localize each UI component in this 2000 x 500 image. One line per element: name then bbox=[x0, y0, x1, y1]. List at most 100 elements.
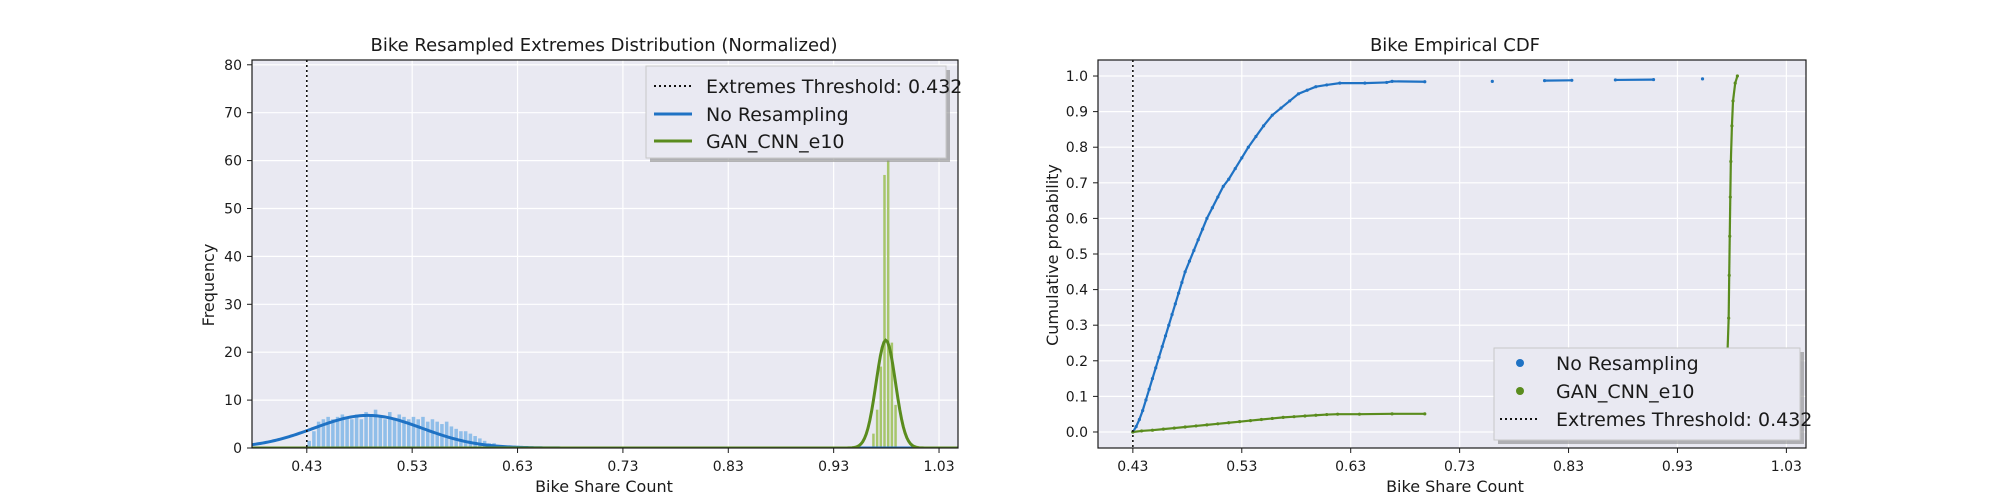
histogram-bar bbox=[872, 433, 875, 448]
y-tick-label: 20 bbox=[224, 345, 242, 361]
ecdf-segment bbox=[1283, 415, 1295, 419]
histogram-bar bbox=[392, 419, 397, 448]
histogram-bar bbox=[321, 419, 326, 448]
legend-box bbox=[1493, 347, 1801, 441]
ecdf-segment bbox=[1289, 92, 1300, 102]
y-tick-label: 0.7 bbox=[1066, 176, 1088, 192]
ecdf-segment bbox=[1205, 207, 1214, 219]
ecdf-segment bbox=[1234, 157, 1243, 170]
ecdf-segment bbox=[1729, 125, 1734, 162]
ecdf-segment bbox=[1315, 413, 1327, 417]
histogram-bar bbox=[468, 433, 473, 448]
histogram-bar bbox=[354, 414, 359, 448]
histogram-bar bbox=[430, 419, 435, 448]
ecdf-segment bbox=[1217, 421, 1229, 425]
histogram-bar bbox=[345, 416, 349, 448]
ecdf-segment bbox=[1188, 250, 1195, 262]
x-tick-label: 0.63 bbox=[1335, 459, 1366, 475]
ecdf-point bbox=[1700, 77, 1705, 81]
histogram-bar bbox=[463, 431, 468, 448]
y-tick-label: 0.2 bbox=[1066, 354, 1088, 370]
histogram-bar bbox=[335, 416, 340, 448]
histogram-bar bbox=[378, 416, 383, 448]
legend-label-gan: GAN_CNN_e10 bbox=[706, 131, 845, 153]
ecdf-segment bbox=[1247, 135, 1257, 148]
ecdf-segment bbox=[1731, 83, 1737, 102]
y-tick-label: 30 bbox=[224, 297, 242, 313]
ecdf-segment bbox=[1148, 378, 1154, 390]
ecdf-segment bbox=[1280, 100, 1291, 109]
histogram-bar bbox=[886, 160, 890, 448]
ecdf-segment bbox=[1141, 399, 1147, 411]
histogram-bar bbox=[425, 421, 430, 448]
y-tick-label: 1.0 bbox=[1066, 69, 1088, 85]
legend-label-threshold: Extremes Threshold: 0.432 bbox=[706, 76, 962, 98]
x-tick-label: 1.03 bbox=[1771, 459, 1802, 475]
legend-label-no-resampling: No Resampling bbox=[706, 104, 849, 126]
ecdf-segment bbox=[1250, 418, 1262, 422]
x-tick-label: 0.43 bbox=[291, 459, 322, 475]
ecdf-segment bbox=[1185, 424, 1197, 429]
plot-contents bbox=[252, 60, 958, 448]
ecdf-segment bbox=[1272, 416, 1284, 420]
ecdf-point bbox=[1490, 79, 1494, 83]
kde-curve bbox=[252, 413, 958, 448]
y-axis-label: Frequency bbox=[199, 244, 218, 327]
ecdf-segment bbox=[1261, 417, 1273, 421]
y-tick-label: 0.9 bbox=[1066, 105, 1088, 121]
ecdf-segment bbox=[1177, 282, 1183, 294]
ecdf-segment bbox=[1240, 146, 1250, 159]
y-tick-label: 70 bbox=[224, 106, 242, 122]
legend: No Resampling GAN_CNN_e10 Extremes Thres… bbox=[1493, 347, 1812, 444]
ecdf-segment bbox=[1216, 185, 1225, 198]
histogram-bar bbox=[421, 416, 425, 448]
y-tick-label: 60 bbox=[224, 154, 242, 170]
ecdf-segment bbox=[1184, 260, 1191, 273]
x-axis-label: Bike Share Count bbox=[1386, 477, 1524, 496]
ecdf-segment bbox=[1180, 271, 1187, 283]
ecdf-segment bbox=[1167, 314, 1174, 326]
ecdf-segment bbox=[1154, 356, 1161, 369]
histogram-bar bbox=[307, 440, 311, 448]
ecdf-segment bbox=[1262, 114, 1274, 127]
histogram-bar bbox=[883, 174, 886, 448]
histogram-bar bbox=[364, 412, 368, 448]
histogram-bar bbox=[383, 419, 387, 448]
histogram-bar bbox=[406, 419, 411, 448]
histogram-bar bbox=[340, 414, 345, 448]
x-tick-label: 0.53 bbox=[1226, 459, 1257, 475]
histogram-bar bbox=[350, 419, 354, 448]
x-tick-label: 0.43 bbox=[1117, 459, 1148, 475]
histogram-bar bbox=[444, 421, 449, 448]
ecdf-segment bbox=[1192, 239, 1200, 251]
y-tick-label: 0.5 bbox=[1066, 247, 1088, 263]
y-tick-label: 0.6 bbox=[1066, 211, 1088, 227]
legend: Extremes Threshold: 0.432 No Resampling … bbox=[645, 65, 962, 162]
histogram-bar bbox=[875, 409, 879, 448]
ecdf-segment bbox=[1315, 83, 1327, 88]
plot-contents bbox=[1131, 60, 1739, 448]
ecdf-segment bbox=[1728, 197, 1732, 237]
ecdf-segment bbox=[1151, 367, 1157, 379]
ecdf-segment bbox=[1174, 292, 1180, 305]
histogram-bar bbox=[359, 419, 364, 448]
ecdf-segment bbox=[1206, 422, 1218, 426]
y-tick-label: 40 bbox=[224, 249, 242, 265]
ecdf-segment bbox=[1161, 335, 1167, 347]
ecdf-segment bbox=[1174, 425, 1186, 430]
ecdf-segment bbox=[1201, 217, 1208, 230]
histogram-bar bbox=[402, 416, 406, 448]
y-axis-label: Cumulative probability bbox=[1043, 164, 1062, 346]
histogram-bar bbox=[316, 421, 321, 448]
y-tick-label: 0.8 bbox=[1066, 140, 1088, 156]
ecdf-segment bbox=[1304, 414, 1316, 418]
x-tick-label: 1.03 bbox=[923, 459, 954, 475]
ecdf-segment bbox=[1364, 81, 1387, 85]
ecdf-segment bbox=[1211, 196, 1219, 209]
ecdf-segment bbox=[1728, 236, 1731, 276]
ecdf-segment bbox=[1195, 423, 1208, 428]
legend-label-threshold: Extremes Threshold: 0.432 bbox=[1556, 409, 1812, 431]
x-tick-label: 0.63 bbox=[502, 459, 533, 475]
legend-label-no-resampling: No Resampling bbox=[1556, 353, 1699, 375]
